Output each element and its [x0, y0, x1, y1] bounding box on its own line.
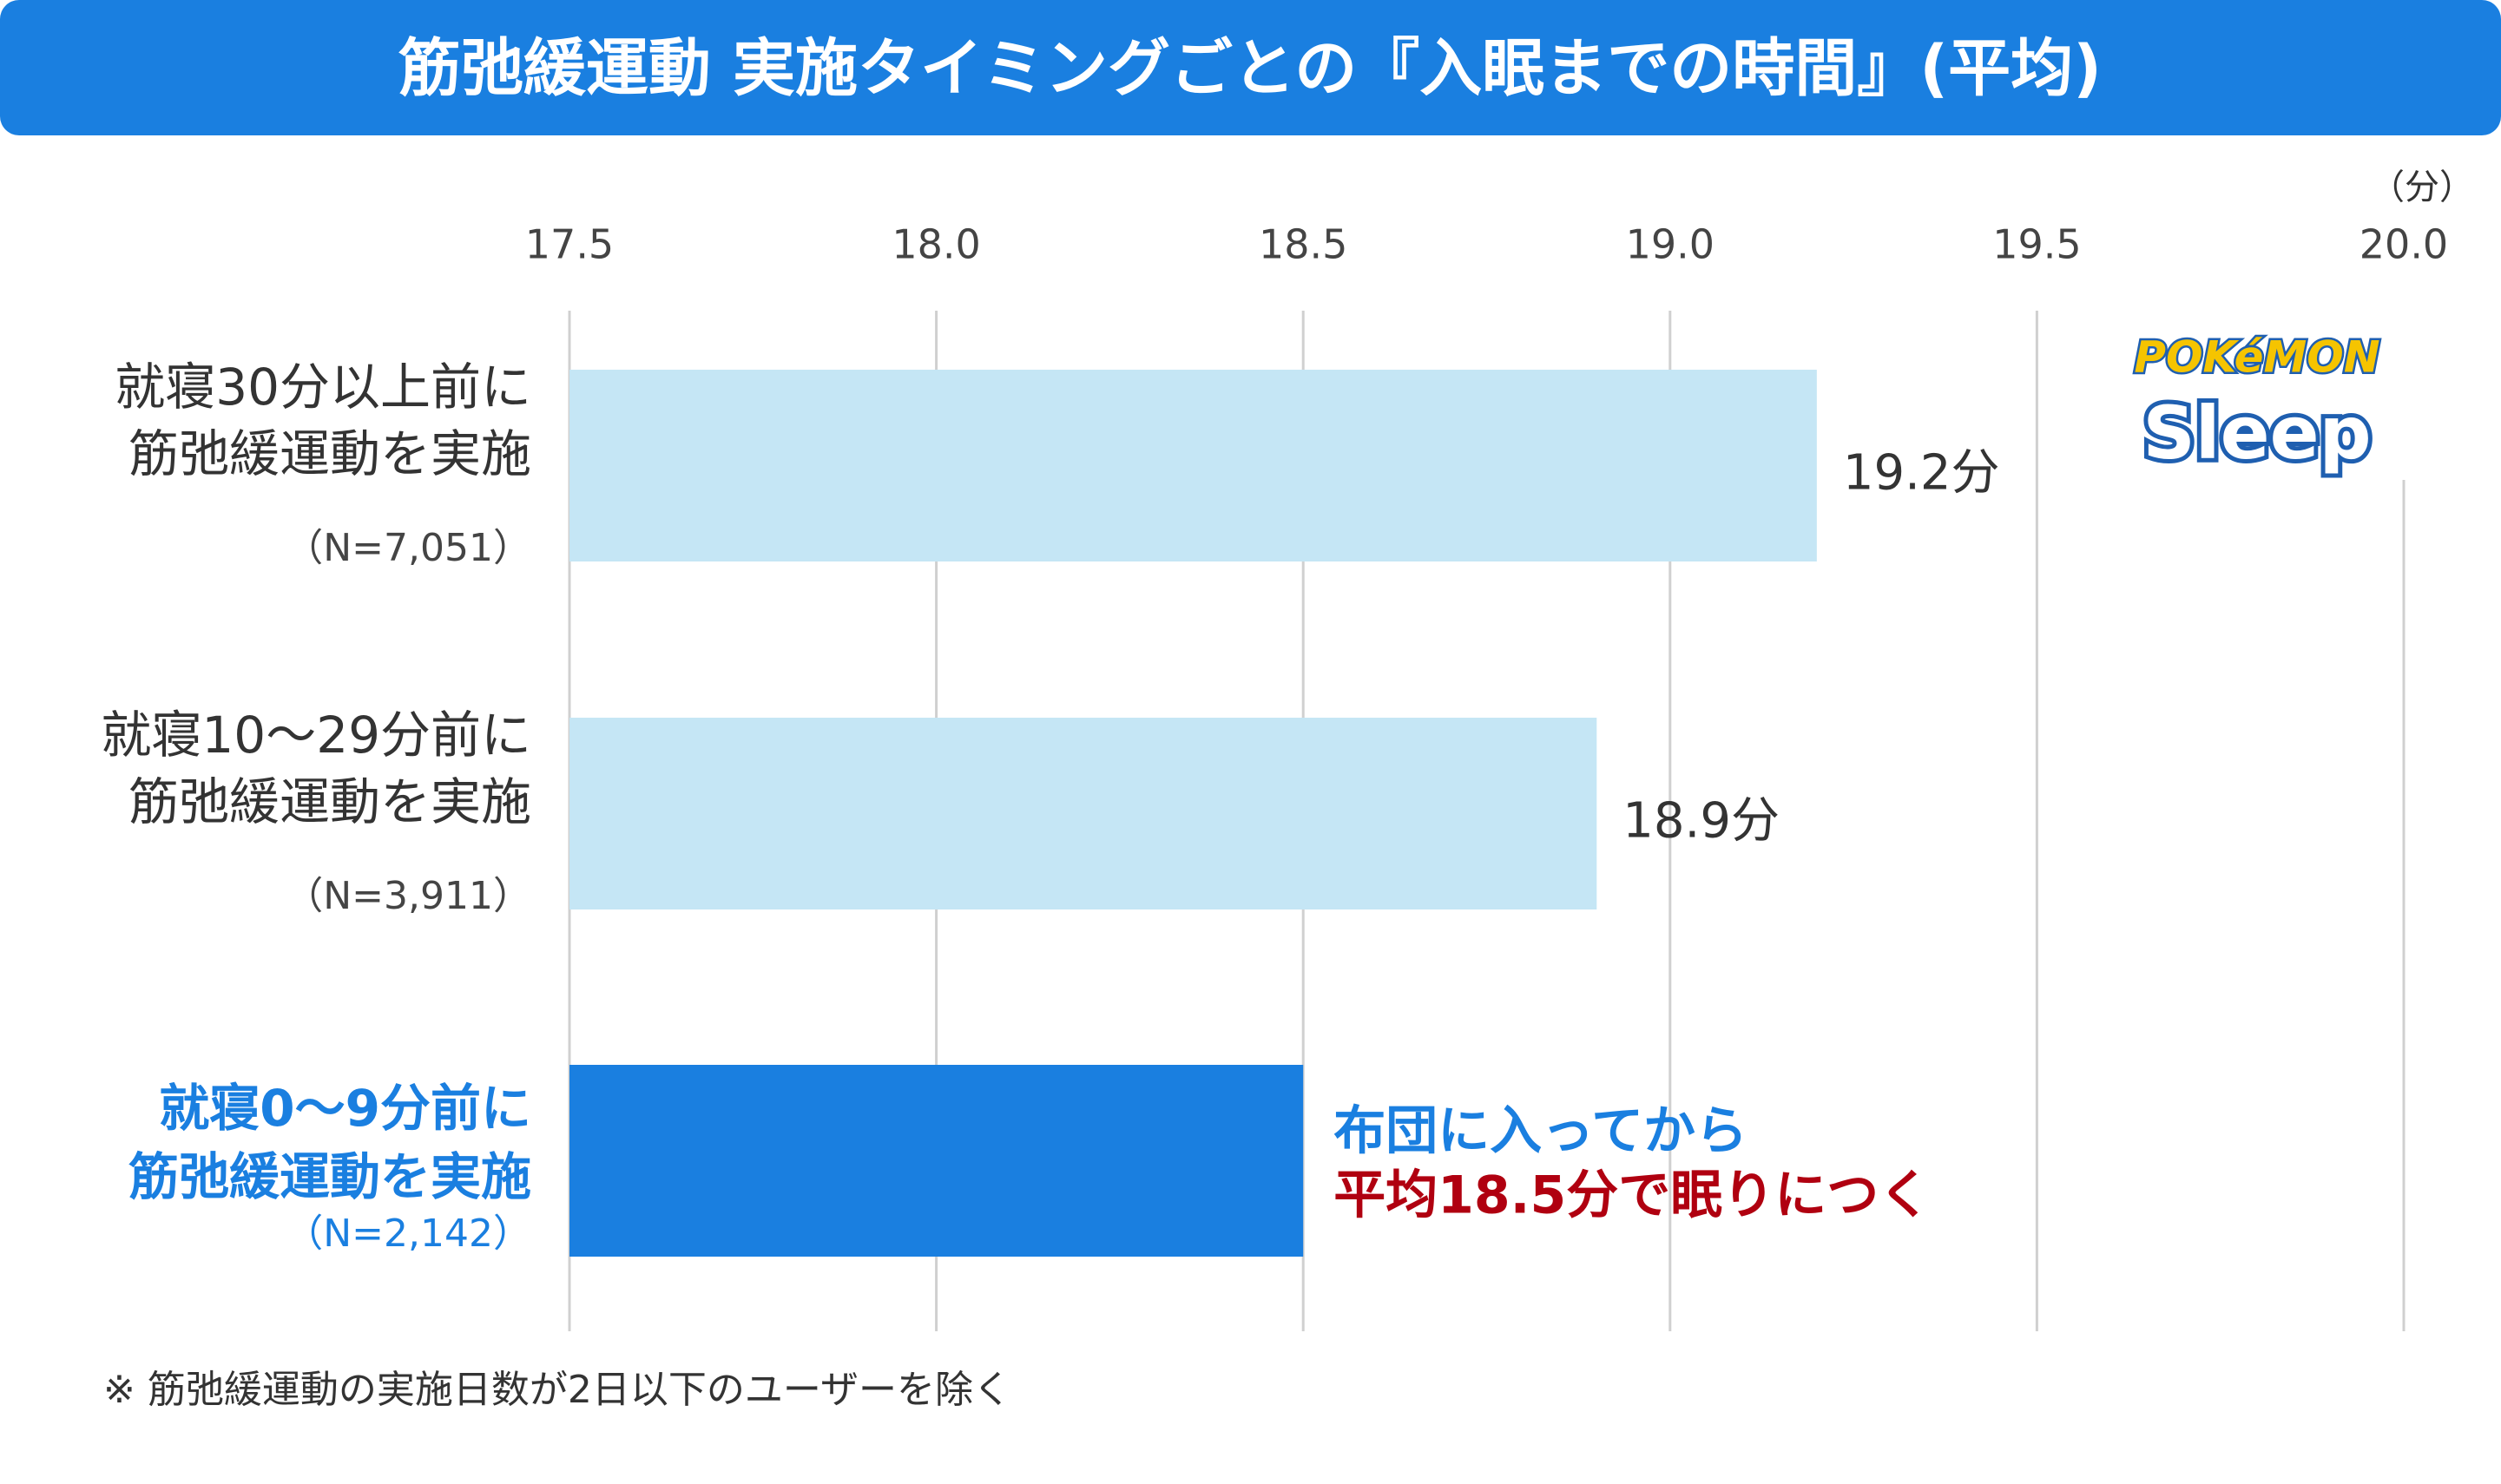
- x-tick-label: 18.0: [892, 221, 980, 268]
- bar: [569, 718, 1597, 909]
- x-tick-label: 18.5: [1259, 221, 1347, 268]
- bar: [569, 1065, 1304, 1257]
- axis-unit: （分）: [2370, 167, 2474, 207]
- x-tick-label: 20.0: [2359, 221, 2448, 268]
- category-label: 就寝10～29分前に: [101, 706, 531, 765]
- title-bar: [0, 0, 2501, 135]
- chart-title: 筋弛緩運動 実施タイミングごとの『入眠までの時間』(平均): [398, 32, 2102, 105]
- sample-size: （N=3,911）: [285, 874, 531, 918]
- value-label: 19.2分: [1843, 445, 2000, 502]
- logo-text: Sleep: [2142, 391, 2371, 476]
- value-label: 18.9分: [1622, 793, 1780, 850]
- category-label: 筋弛緩運動を実施: [128, 772, 531, 831]
- annotation: 布団に入ってから: [1333, 1101, 1747, 1162]
- sample-size: （N=7,051）: [285, 526, 531, 570]
- category-label: 就寝0～9分前に: [159, 1079, 531, 1138]
- x-tick-label: 19.5: [1992, 221, 2081, 268]
- sample-size: （N=2,142）: [285, 1211, 531, 1256]
- bar: [569, 370, 1817, 561]
- category-label: 就寝30分以上前に: [115, 358, 531, 417]
- category-label: 筋弛緩運動を実施: [128, 1147, 531, 1206]
- logo-text: POKéMON: [2134, 332, 2379, 383]
- category-label: 筋弛緩運動を実施: [128, 424, 531, 483]
- footnote: ※ 筋弛緩運動の実施日数が2日以下のユーザーを除く: [103, 1368, 1011, 1412]
- logo-bg: [2092, 311, 2409, 480]
- x-tick-label: 19.0: [1626, 221, 1715, 268]
- x-tick-label: 17.5: [525, 221, 614, 268]
- annotation: 平均18.5分で眠りにつく: [1333, 1166, 1931, 1226]
